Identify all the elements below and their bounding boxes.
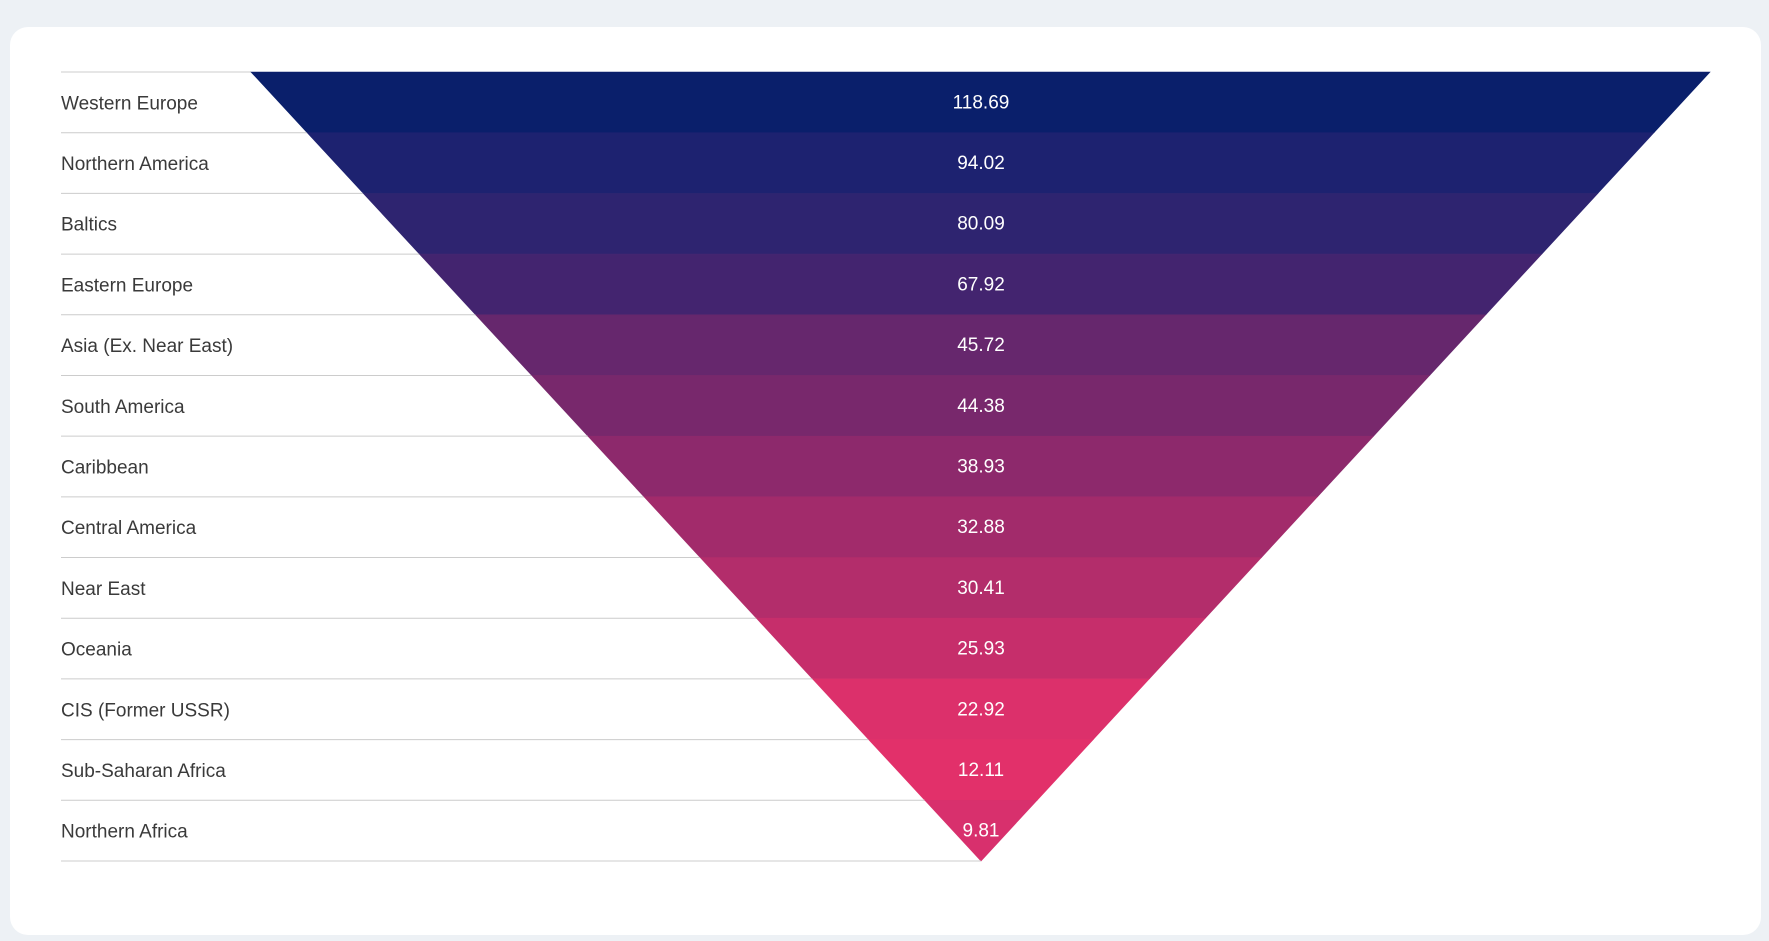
category-label: CIS (Former USSR)	[61, 700, 230, 721]
category-label: Western Europe	[61, 93, 198, 114]
category-label: Baltics	[61, 215, 117, 236]
value-label: 22.92	[957, 699, 1005, 720]
category-label: Caribbean	[61, 458, 149, 479]
category-label: South America	[61, 397, 185, 418]
value-label: 80.09	[957, 214, 1005, 235]
value-label: 12.11	[958, 760, 1004, 781]
value-label: 38.93	[957, 457, 1005, 478]
category-label: Asia (Ex. Near East)	[61, 336, 233, 357]
value-label: 9.81	[963, 821, 1000, 842]
value-label: 32.88	[957, 517, 1005, 538]
category-label: Northern Africa	[61, 822, 188, 843]
category-label: Northern America	[61, 154, 209, 175]
value-label: 118.69	[953, 92, 1010, 113]
value-label: 30.41	[957, 578, 1005, 599]
value-label: 25.93	[957, 639, 1005, 660]
value-label: 67.92	[957, 274, 1005, 295]
category-label: Sub-Saharan Africa	[61, 761, 226, 782]
value-label: 44.38	[957, 396, 1005, 417]
value-label: 94.02	[957, 153, 1005, 174]
category-label: Oceania	[61, 640, 132, 661]
value-label: 45.72	[957, 335, 1005, 356]
category-label: Eastern Europe	[61, 275, 193, 296]
category-label: Central America	[61, 518, 197, 539]
category-label: Near East	[61, 579, 146, 600]
funnel-segment[interactable]	[924, 800, 1038, 862]
